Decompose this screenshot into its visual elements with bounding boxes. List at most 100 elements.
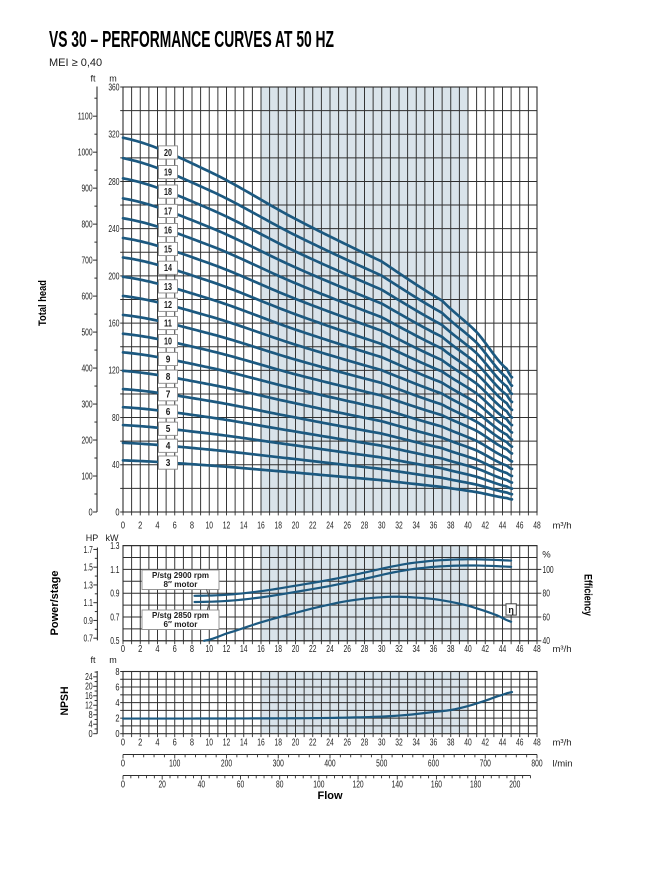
svg-text:46: 46 [516,520,524,531]
svg-text:8: 8 [166,372,171,383]
svg-text:24: 24 [326,738,334,749]
svg-text:6″ motor: 6″ motor [164,619,199,629]
svg-text:8: 8 [190,520,195,531]
svg-text:10: 10 [164,336,172,347]
svg-text:0.5: 0.5 [110,636,120,647]
svg-text:Total head: Total head [37,280,49,326]
svg-text:22: 22 [309,738,316,749]
svg-text:0.9: 0.9 [110,589,120,600]
svg-text:8″ motor: 8″ motor [164,579,199,589]
svg-text:4: 4 [155,644,160,655]
svg-text:0.9: 0.9 [84,616,94,627]
svg-text:0: 0 [115,507,120,518]
svg-text:0.7: 0.7 [84,634,93,645]
svg-text:80: 80 [276,780,284,791]
svg-text:34: 34 [413,644,421,655]
svg-text:26: 26 [344,644,352,655]
svg-text:8: 8 [190,644,195,655]
svg-text:0: 0 [121,759,126,770]
svg-text:17: 17 [164,206,172,217]
svg-text:300: 300 [81,399,92,410]
svg-text:3: 3 [166,458,171,469]
svg-text:40: 40 [464,520,472,531]
svg-text:1.3: 1.3 [84,580,94,591]
svg-text:5: 5 [166,424,171,435]
svg-text:600: 600 [81,292,92,303]
svg-text:24: 24 [326,520,334,531]
svg-text:P/stg 2850 rpm: P/stg 2850 rpm [152,610,209,620]
svg-text:100: 100 [313,780,324,791]
svg-text:VS 30 – PERFORMANCE CURVES AT: VS 30 – PERFORMANCE CURVES AT 50 HZ [49,26,334,52]
svg-text:48: 48 [533,644,541,655]
svg-text:7: 7 [166,390,171,401]
svg-text:0: 0 [121,520,126,531]
svg-text:140: 140 [392,780,403,791]
svg-text:0: 0 [115,729,120,740]
svg-text:16: 16 [85,691,93,702]
svg-text:MEI ≥ 0,40: MEI ≥ 0,40 [49,57,102,69]
svg-text:360: 360 [108,82,119,93]
svg-text:38: 38 [447,738,455,749]
svg-text:34: 34 [413,738,421,749]
svg-text:600: 600 [428,759,439,770]
svg-text:120: 120 [108,366,119,377]
svg-text:20: 20 [158,780,166,791]
svg-text:30: 30 [378,520,386,531]
svg-text:19: 19 [164,168,172,179]
svg-text:4: 4 [88,720,93,731]
svg-text:100: 100 [81,471,92,482]
svg-text:180: 180 [470,780,481,791]
svg-text:40: 40 [198,780,206,791]
svg-text:11: 11 [164,318,172,329]
svg-text:1.7: 1.7 [84,545,93,556]
svg-text:16: 16 [164,225,172,236]
svg-text:40: 40 [112,460,120,471]
svg-text:13: 13 [164,282,172,293]
svg-text:34: 34 [413,520,421,531]
svg-text:1100: 1100 [78,112,93,123]
svg-text:100: 100 [169,759,180,770]
svg-text:P/stg 2900 rpm: P/stg 2900 rpm [152,570,209,580]
svg-text:16: 16 [257,738,265,749]
svg-text:Power/stage: Power/stage [49,571,61,636]
svg-text:HP: HP [86,533,99,543]
svg-text:4: 4 [115,698,120,709]
svg-text:30: 30 [378,738,386,749]
svg-text:m³/h: m³/h [553,520,572,531]
svg-text:200: 200 [108,271,119,282]
svg-text:160: 160 [431,780,442,791]
svg-text:6: 6 [173,738,178,749]
svg-text:1.3: 1.3 [110,541,120,552]
svg-text:48: 48 [533,520,541,531]
svg-text:η: η [508,605,514,615]
svg-text:ft: ft [90,655,96,665]
svg-text:Efficiency: Efficiency [582,574,594,617]
svg-text:12: 12 [164,300,172,311]
svg-text:500: 500 [81,327,92,338]
svg-text:18: 18 [275,738,283,749]
svg-text:2: 2 [138,738,142,749]
svg-text:36: 36 [430,520,438,531]
svg-text:4: 4 [155,520,160,531]
svg-text:l/min: l/min [553,759,573,770]
svg-text:18: 18 [275,520,283,531]
svg-text:36: 36 [430,644,438,655]
svg-text:24: 24 [326,644,334,655]
svg-text:28: 28 [361,520,369,531]
svg-text:26: 26 [344,520,352,531]
svg-text:2: 2 [138,520,142,531]
svg-text:22: 22 [309,520,316,531]
svg-text:18: 18 [275,644,283,655]
svg-text:40: 40 [464,738,472,749]
svg-text:Flow: Flow [317,790,342,802]
svg-text:6: 6 [166,407,171,418]
svg-text:48: 48 [533,738,541,749]
svg-text:240: 240 [108,224,119,235]
svg-text:42: 42 [482,644,489,655]
svg-text:1.1: 1.1 [84,598,94,609]
svg-text:700: 700 [81,256,92,267]
svg-text:36: 36 [430,738,438,749]
svg-text:44: 44 [499,520,507,531]
svg-text:4: 4 [155,738,160,749]
svg-text:9: 9 [166,354,171,365]
